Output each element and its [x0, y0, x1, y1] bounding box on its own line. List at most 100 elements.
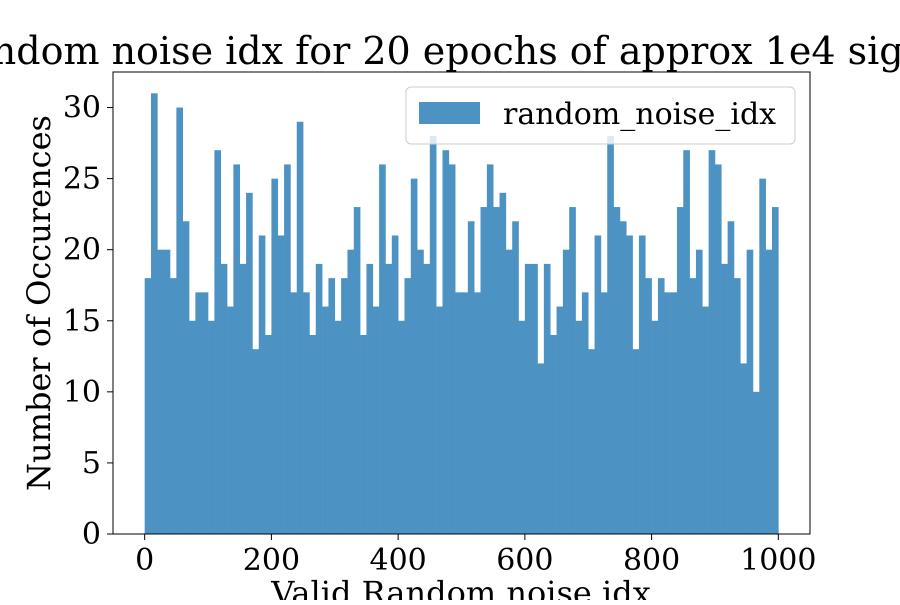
x-tick-label: 200	[243, 543, 300, 578]
histogram-bar	[423, 263, 431, 534]
histogram-bar	[689, 278, 697, 534]
x-tick-label: 400	[370, 543, 427, 578]
histogram-bar	[752, 391, 760, 534]
histogram-bar	[315, 263, 323, 534]
legend-swatch	[419, 102, 480, 124]
histogram-bar	[531, 263, 538, 534]
histogram-bar	[195, 292, 203, 534]
histogram-bar	[398, 320, 405, 534]
histogram-bar	[208, 320, 215, 534]
histogram-bar	[676, 207, 684, 535]
histogram-bar	[702, 306, 709, 534]
histogram-bar	[360, 334, 367, 534]
histogram-bar	[170, 278, 177, 534]
histogram-bar	[664, 292, 671, 534]
bars-group	[144, 93, 779, 535]
histogram-bar	[341, 278, 348, 534]
histogram-bar	[252, 349, 260, 534]
histogram-bar	[505, 249, 513, 534]
histogram-bar	[448, 164, 456, 534]
histogram-bar	[436, 306, 443, 534]
histogram-bar	[524, 263, 532, 534]
histogram-bar	[607, 135, 614, 534]
histogram-bar	[537, 363, 545, 534]
histogram-bar	[366, 263, 374, 534]
histogram-bar	[151, 93, 158, 535]
histogram-bar	[271, 178, 279, 534]
histogram-bar	[727, 221, 735, 534]
histogram-bar	[163, 249, 171, 534]
histogram-bar	[556, 306, 564, 534]
histogram-bar	[467, 221, 475, 534]
histogram-bar	[651, 320, 659, 534]
histogram-bar	[379, 164, 386, 534]
chart-title: Random noise idx for 20 epochs of approx…	[0, 29, 900, 73]
histogram-bar	[296, 121, 304, 534]
histogram-bar	[594, 235, 602, 534]
histogram-bar	[442, 150, 450, 534]
histogram-bar	[157, 249, 164, 534]
histogram-bar	[657, 278, 665, 534]
histogram-bar	[391, 235, 399, 534]
histogram-bar	[214, 150, 222, 534]
y-axis-label: Number of Occurences	[20, 115, 58, 491]
x-tick-label: 1000	[740, 543, 816, 578]
x-axis-ticks: 0 200 400 600 800 1000	[135, 534, 816, 578]
histogram-bar	[246, 192, 253, 535]
histogram-bar	[265, 334, 272, 534]
histogram-bar	[512, 221, 519, 534]
y-tick-label: 5	[82, 446, 101, 481]
y-tick-label: 25	[63, 162, 101, 197]
histogram-bar	[404, 278, 412, 534]
histogram-bar	[284, 164, 291, 534]
y-axis-ticks: 0 5 10 15 20 25 30	[63, 91, 113, 552]
y-tick-label: 10	[63, 375, 101, 410]
histogram-bar	[771, 207, 779, 535]
histogram-bar	[227, 306, 234, 534]
histogram-bar	[429, 135, 437, 534]
histogram-bar	[562, 249, 570, 534]
histogram-bar	[765, 249, 773, 534]
x-tick-label: 0	[135, 543, 154, 578]
histogram-bar	[569, 207, 576, 535]
histogram-bar	[417, 249, 424, 534]
plot-frame	[112, 71, 811, 535]
histogram-bar	[347, 249, 355, 534]
histogram-bar	[474, 292, 481, 534]
histogram-bar	[632, 349, 640, 534]
histogram-bar	[708, 150, 716, 534]
histogram-bar	[581, 292, 589, 534]
histogram-bar	[353, 207, 361, 535]
histogram-bar	[695, 249, 703, 534]
histogram-bar	[746, 249, 754, 534]
y-tick-label: 20	[63, 233, 101, 268]
y-tick-label: 30	[63, 91, 101, 126]
histogram-bar	[385, 263, 393, 534]
histogram-bar	[550, 334, 557, 534]
legend-box	[405, 86, 796, 145]
histogram-bar	[220, 263, 228, 534]
histogram-bar	[328, 278, 336, 534]
histogram-bar	[645, 278, 652, 534]
histogram-bar	[144, 278, 152, 534]
histogram-bar	[613, 207, 621, 535]
histogram-bar	[290, 292, 298, 534]
histogram-bar	[733, 278, 741, 534]
y-tick-label: 0	[82, 517, 101, 552]
histogram-bar	[759, 178, 766, 534]
histogram-bar	[740, 363, 747, 534]
histogram-bar	[543, 263, 551, 534]
histogram-bar	[575, 320, 583, 534]
histogram-bar	[518, 320, 526, 534]
histogram-bar	[499, 192, 507, 535]
histogram-bar	[322, 306, 329, 534]
histogram-bar	[493, 207, 500, 535]
histogram-bar	[670, 292, 678, 534]
histogram-bar	[461, 292, 469, 534]
histogram-bar	[714, 164, 722, 534]
histogram-bar	[233, 164, 241, 534]
histogram-bar	[303, 292, 310, 534]
histogram-bar	[189, 320, 196, 534]
x-axis-label: Valid Random noise idx	[270, 574, 651, 600]
